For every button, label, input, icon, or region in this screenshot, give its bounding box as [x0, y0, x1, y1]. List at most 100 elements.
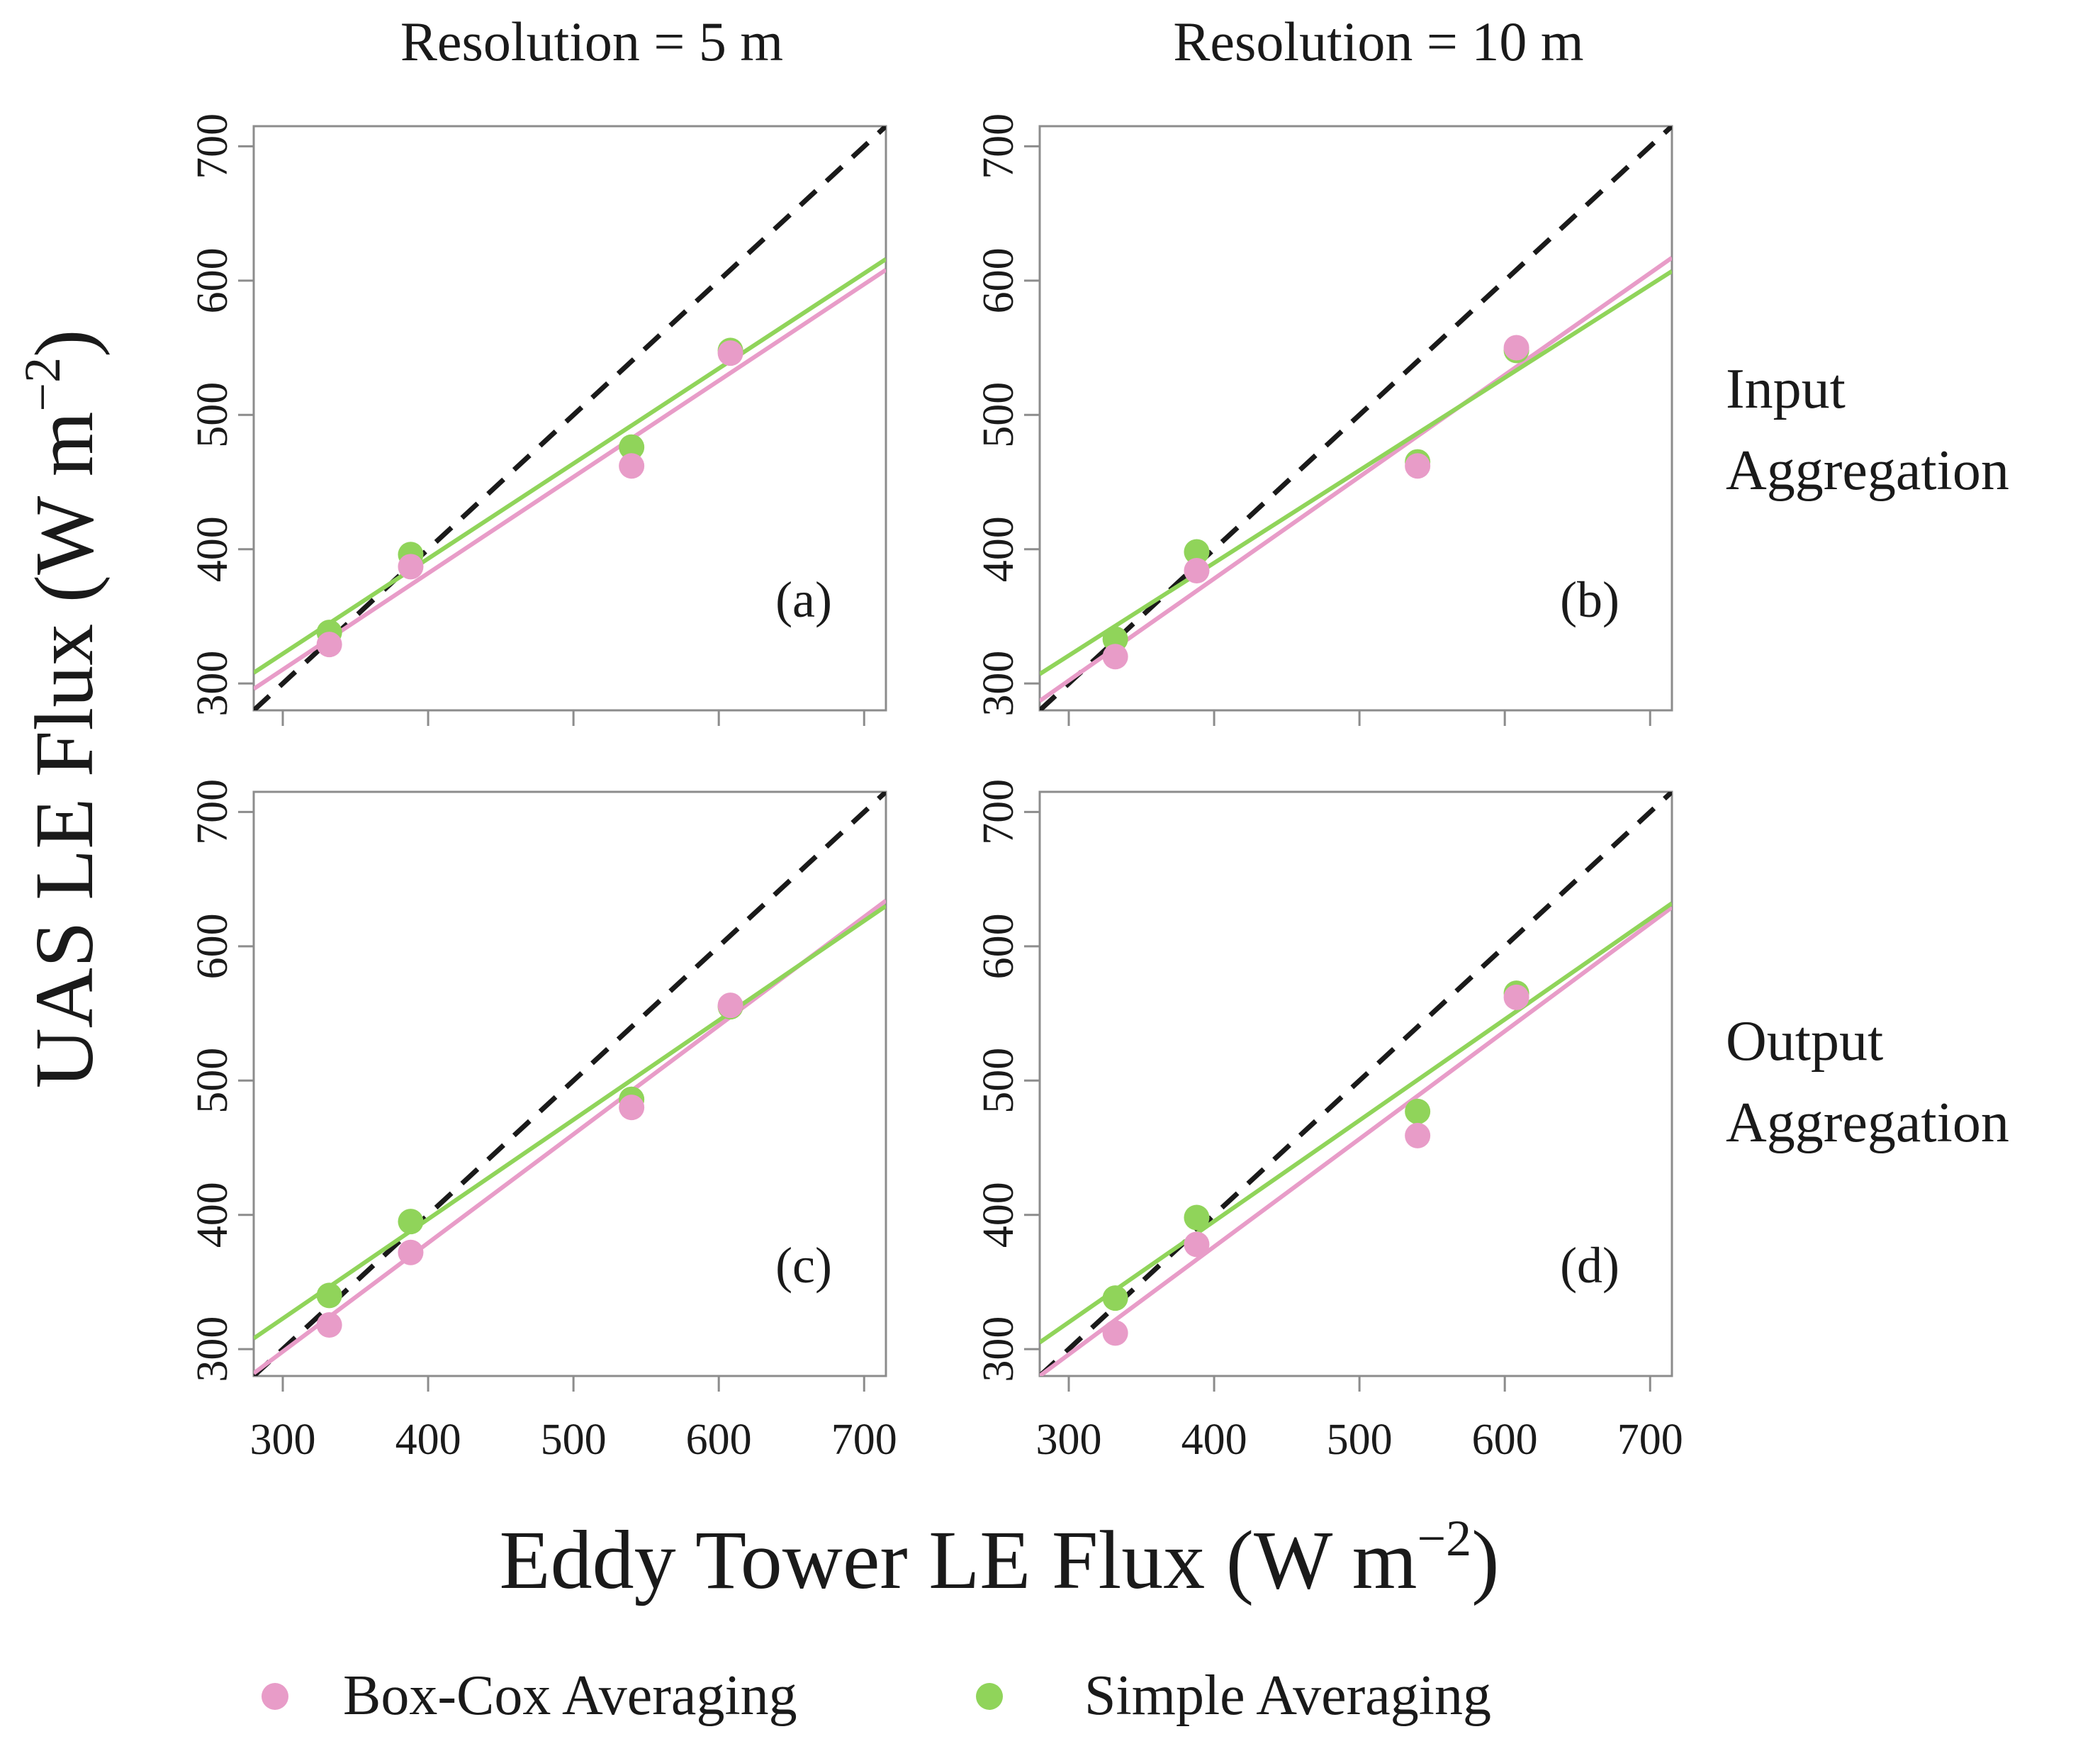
y-tick-label: 700 [975, 113, 1023, 179]
legend-marker-boxcox [262, 1683, 288, 1710]
y-axis-label-main: UAS LE Flux (W m [18, 411, 111, 1088]
panel-label: (d) [1560, 1237, 1619, 1294]
panel-a: 300 400 500 600 700 (a) [189, 113, 887, 726]
y-tick-label: 300 [975, 1316, 1023, 1382]
plot-frame [1038, 790, 1673, 1377]
x-tick-label: 500 [1327, 1416, 1393, 1464]
plot-area [1040, 126, 1672, 710]
identity-line [1040, 126, 1672, 710]
y-tick-label: 400 [189, 516, 237, 582]
y-tick-label: 700 [189, 779, 237, 845]
plot-frame [1038, 125, 1673, 712]
identity-line [1040, 792, 1672, 1376]
col-title-5m: Resolution = 5 m [400, 11, 783, 72]
point-boxcox [717, 340, 743, 367]
panel-label: (b) [1560, 571, 1619, 628]
legend-label-boxcox: Box-Cox Averaging [343, 1665, 797, 1727]
y-tick-label: 300 [189, 651, 237, 717]
fit-line-boxcox [254, 268, 886, 691]
y-tick-label: 300 [975, 651, 1023, 717]
x-tick-label: 600 [1472, 1416, 1538, 1464]
point-boxcox [1503, 335, 1529, 361]
fit-line-simple [1040, 901, 1672, 1345]
fit-line-boxcox [1040, 256, 1672, 703]
point-boxcox [316, 632, 342, 658]
x-tick-label: 700 [831, 1416, 897, 1464]
x-tick-label: 600 [686, 1416, 752, 1464]
y-tick-label: 600 [189, 247, 237, 313]
row-title-input-aggregation: Aggregation [1726, 440, 2009, 502]
y-tick-label: 600 [975, 247, 1023, 313]
point-boxcox [1102, 644, 1128, 670]
point-boxcox [398, 1239, 424, 1265]
x-tick-label: 300 [250, 1416, 316, 1464]
y-tick-label: 300 [189, 1316, 237, 1382]
identity-line [254, 126, 886, 710]
point-simple [1405, 1098, 1431, 1124]
x-axis-label: Eddy Tower LE Flux (W m−2) [500, 1510, 1500, 1606]
plot-area [254, 792, 886, 1376]
x-axis-label-superscript: −2 [1417, 1510, 1472, 1567]
y-tick-label: 500 [189, 382, 237, 448]
x-tick-label: 300 [1036, 1416, 1102, 1464]
point-boxcox [1405, 1122, 1431, 1148]
plot-area [1040, 792, 1672, 1376]
panel-label: (c) [775, 1237, 832, 1294]
x-tick-label: 400 [1181, 1416, 1247, 1464]
point-boxcox [1405, 453, 1431, 479]
panel-label: (a) [775, 571, 832, 628]
plot-frame [252, 125, 887, 712]
point-boxcox [619, 453, 645, 479]
panel-b: 300 400 500 600 700 (b) [975, 113, 1673, 726]
row-title-output-aggregation: Aggregation [1726, 1092, 2009, 1154]
point-simple [398, 1209, 424, 1235]
x-tick-label: 400 [395, 1416, 461, 1464]
x-tick-label: 500 [541, 1416, 607, 1464]
x-axis-label-close: ) [1471, 1514, 1499, 1606]
y-tick-label: 600 [975, 913, 1023, 979]
panel-c: 300 400 500 600 700 300 400 500 600 700 (c) [189, 779, 897, 1464]
legend-marker-simple [976, 1683, 1003, 1710]
y-tick-label: 500 [975, 1048, 1023, 1114]
point-simple [1184, 1204, 1210, 1231]
identity-line [254, 792, 886, 1376]
y-tick-label: 400 [975, 1182, 1023, 1248]
point-boxcox [619, 1095, 645, 1121]
y-tick-label: 600 [189, 913, 237, 979]
x-tick-label: 700 [1617, 1416, 1683, 1464]
panel-d: 300 400 500 600 700 300 400 500 600 700 (d) [975, 779, 1683, 1464]
y-tick-label: 700 [975, 779, 1023, 845]
point-boxcox [717, 992, 743, 1019]
plot-frame [252, 790, 887, 1377]
fit-line-simple [254, 904, 886, 1341]
y-tick-label: 400 [189, 1182, 237, 1248]
point-boxcox [316, 1312, 342, 1338]
y-axis-label-close: ) [18, 330, 111, 357]
point-simple [316, 1282, 342, 1309]
point-boxcox [1102, 1320, 1128, 1346]
legend-label-simple: Simple Averaging [1084, 1665, 1491, 1727]
point-simple [619, 434, 645, 460]
point-boxcox [398, 554, 424, 580]
point-simple [1102, 1285, 1128, 1311]
y-tick-label: 700 [189, 113, 237, 179]
fit-line-boxcox [1040, 905, 1672, 1376]
point-boxcox [1184, 1231, 1210, 1258]
row-title-input: Input [1726, 358, 1846, 420]
point-simple [1102, 626, 1128, 652]
fit-line-simple [1040, 269, 1672, 676]
y-tick-label: 400 [975, 516, 1023, 582]
y-tick-label: 500 [975, 382, 1023, 448]
y-tick-label: 500 [189, 1048, 237, 1114]
point-boxcox [1503, 984, 1529, 1010]
row-title-output: Output [1726, 1010, 1883, 1073]
y-axis-label: UAS LE Flux (W m−2) [14, 330, 111, 1089]
point-boxcox [1184, 557, 1210, 583]
legend: Box-Cox Averaging Simple Averaging [262, 1665, 1491, 1727]
col-title-10m: Resolution = 10 m [1173, 11, 1583, 72]
y-axis-label-superscript: −2 [14, 357, 71, 412]
x-axis-label-main: Eddy Tower LE Flux (W m [500, 1514, 1417, 1606]
point-simple [1184, 539, 1210, 565]
plot-area [254, 126, 886, 710]
